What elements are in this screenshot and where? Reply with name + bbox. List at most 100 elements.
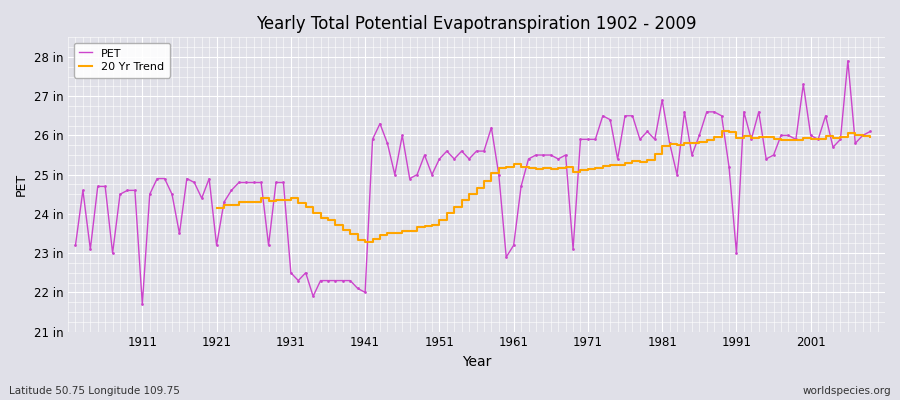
20 Yr Trend: [471, 185, 482, 190]
Point: [358, 289, 373, 296]
Point: [469, 148, 483, 154]
Point: [752, 109, 766, 115]
20 Yr Trend: [716, 128, 727, 133]
Point: [91, 183, 105, 190]
Point: [217, 199, 231, 205]
Point: [276, 179, 291, 186]
Point: [291, 277, 305, 284]
Point: [521, 156, 535, 162]
Point: [580, 136, 595, 142]
20 Yr Trend: [292, 200, 303, 205]
Point: [744, 136, 759, 142]
Point: [774, 132, 788, 139]
Point: [68, 242, 83, 248]
PET: [842, 58, 853, 63]
Point: [848, 140, 862, 146]
Point: [83, 246, 97, 252]
Point: [804, 132, 818, 139]
Point: [648, 136, 662, 142]
X-axis label: Year: Year: [462, 355, 491, 369]
Point: [76, 187, 90, 194]
Point: [210, 242, 224, 248]
Point: [781, 132, 796, 139]
Point: [373, 120, 387, 127]
Point: [194, 195, 209, 201]
Point: [544, 152, 558, 158]
Point: [425, 172, 439, 178]
Point: [722, 164, 736, 170]
Point: [336, 277, 350, 284]
Point: [484, 124, 499, 131]
Point: [737, 109, 751, 115]
Point: [566, 246, 580, 252]
Line: 20 Yr Trend: 20 Yr Trend: [217, 131, 870, 242]
Point: [685, 152, 699, 158]
Point: [447, 156, 462, 162]
20 Yr Trend: [360, 240, 371, 244]
Point: [98, 183, 112, 190]
Point: [395, 132, 410, 139]
Point: [811, 136, 825, 142]
Point: [112, 191, 127, 198]
Point: [536, 152, 551, 158]
Point: [165, 191, 179, 198]
Point: [231, 179, 246, 186]
Point: [833, 136, 848, 142]
Point: [350, 285, 365, 292]
PET: [137, 302, 148, 306]
Point: [655, 97, 670, 103]
Point: [239, 179, 254, 186]
Point: [247, 179, 261, 186]
Point: [856, 132, 870, 139]
PET: [449, 156, 460, 161]
Y-axis label: PET: PET: [15, 173, 28, 196]
Point: [826, 144, 841, 150]
20 Yr Trend: [212, 205, 222, 210]
Point: [640, 128, 654, 135]
Point: [589, 136, 603, 142]
Point: [477, 148, 491, 154]
PET: [709, 110, 720, 114]
Point: [573, 136, 588, 142]
Point: [299, 270, 313, 276]
Text: worldspecies.org: worldspecies.org: [803, 386, 891, 396]
Point: [596, 112, 610, 119]
Legend: PET, 20 Yr Trend: PET, 20 Yr Trend: [74, 43, 170, 78]
Point: [514, 183, 528, 190]
Point: [692, 132, 706, 139]
Point: [699, 109, 714, 115]
Line: PET: PET: [76, 61, 870, 304]
Point: [678, 109, 692, 115]
Point: [507, 242, 521, 248]
Point: [626, 112, 640, 119]
Point: [788, 136, 803, 142]
Point: [558, 152, 572, 158]
20 Yr Trend: [553, 166, 563, 170]
Point: [863, 128, 878, 135]
PET: [203, 176, 214, 181]
Point: [439, 148, 454, 154]
Point: [402, 175, 417, 182]
Point: [633, 136, 647, 142]
Point: [670, 172, 684, 178]
Point: [180, 175, 194, 182]
Point: [121, 187, 135, 194]
Text: Latitude 50.75 Longitude 109.75: Latitude 50.75 Longitude 109.75: [9, 386, 180, 396]
Point: [135, 301, 149, 307]
Point: [715, 112, 729, 119]
Point: [707, 109, 722, 115]
Point: [388, 172, 402, 178]
Point: [499, 254, 513, 260]
20 Yr Trend: [865, 134, 876, 139]
Point: [142, 191, 157, 198]
Point: [462, 156, 476, 162]
Point: [796, 81, 811, 88]
Point: [224, 187, 238, 194]
Point: [551, 156, 565, 162]
PET: [159, 176, 170, 181]
Point: [313, 277, 328, 284]
Point: [380, 140, 394, 146]
Point: [187, 179, 202, 186]
20 Yr Trend: [278, 198, 289, 202]
Point: [410, 172, 424, 178]
